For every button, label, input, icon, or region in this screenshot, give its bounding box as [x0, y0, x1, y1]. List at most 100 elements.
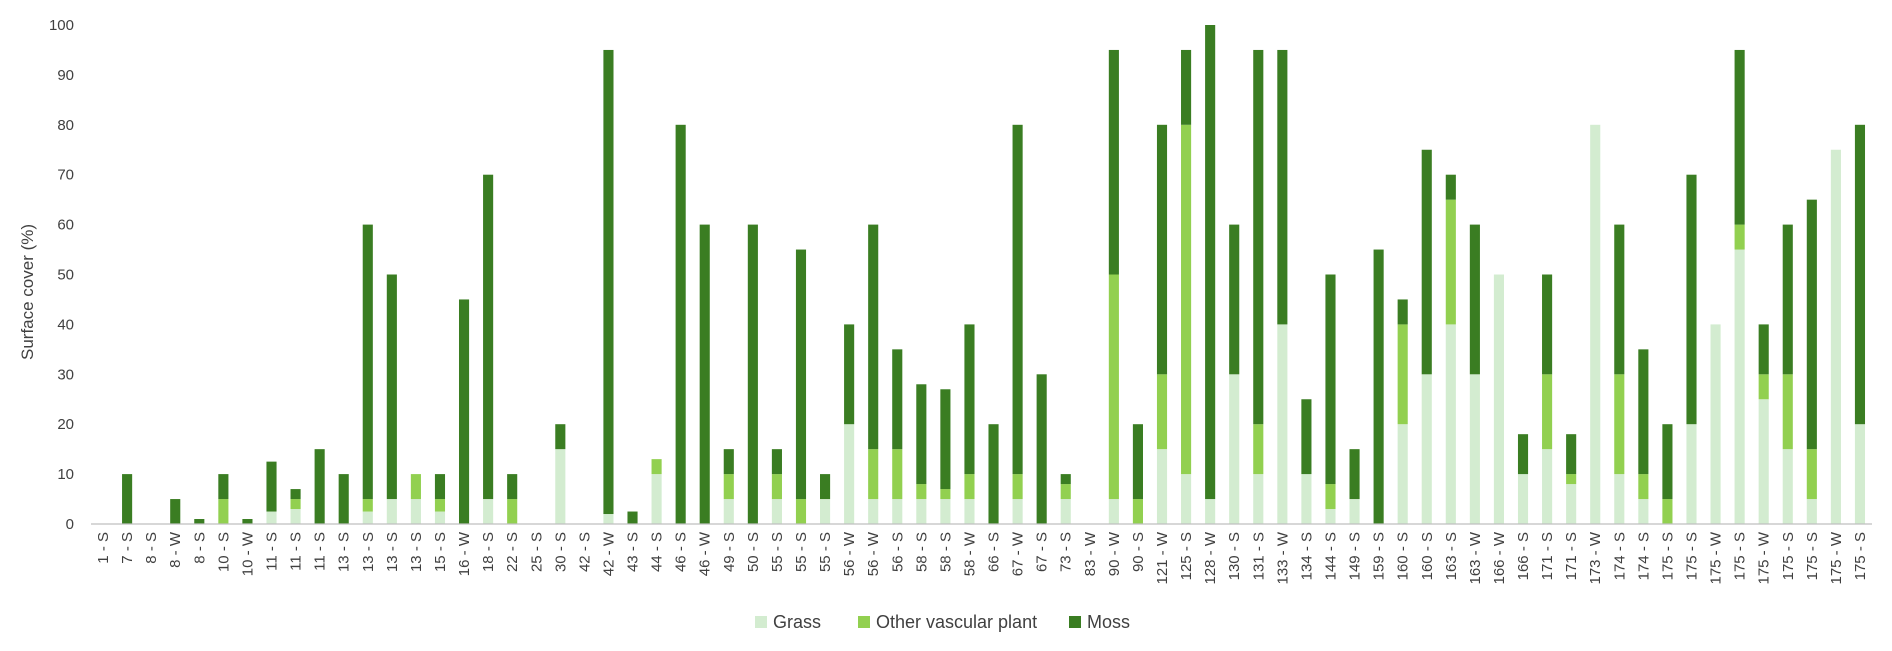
bar-other-vascular-plant — [1397, 324, 1408, 425]
x-tick-label: 121 - W — [1154, 531, 1171, 584]
bar-grass — [386, 499, 397, 524]
bar-other-vascular-plant — [868, 449, 879, 500]
x-tick-label: 7 - S — [119, 532, 136, 564]
bar-other-vascular-plant — [795, 499, 807, 524]
bar-other-vascular-plant — [1156, 374, 1168, 450]
y-tick-label: 100 — [49, 17, 74, 34]
bar-grass — [266, 511, 277, 524]
legend: Grass Other vascular plant Moss — [755, 612, 1130, 632]
x-tick-label: 175 - S — [1659, 532, 1676, 580]
bar-moss — [338, 474, 349, 524]
bar-moss — [627, 511, 638, 524]
x-tick-label: 83 - W — [1082, 531, 1099, 576]
x-tick-label: 173 - W — [1587, 531, 1604, 584]
x-tick-label: 8 - S — [143, 532, 160, 564]
bar-other-vascular-plant — [1734, 224, 1745, 250]
bar-other-vascular-plant — [1566, 474, 1577, 485]
bar-grass — [1060, 499, 1071, 524]
x-tick-label: 175 - S — [1852, 532, 1869, 580]
bar-grass — [940, 499, 951, 524]
bar-grass — [1638, 499, 1649, 524]
bar-other-vascular-plant — [290, 499, 301, 510]
bar-grass — [1542, 449, 1553, 524]
bar-grass — [1349, 499, 1360, 524]
x-tick-label: 166 - W — [1491, 531, 1508, 584]
legend-label: Grass — [773, 612, 821, 632]
x-tick-label: 18 - S — [480, 532, 497, 572]
bar-moss — [1373, 249, 1384, 525]
bar-grass — [1758, 399, 1769, 524]
bar-grass — [1854, 424, 1866, 524]
bar-moss — [218, 474, 229, 500]
bar-moss — [555, 424, 566, 450]
x-tick-label: 130 - S — [1226, 532, 1243, 580]
y-tick-label: 0 — [66, 516, 74, 533]
x-tick-label: 43 - S — [625, 532, 642, 572]
bar-other-vascular-plant — [1325, 484, 1336, 510]
x-tick-label: 171 - S — [1539, 532, 1556, 580]
bar-other-vascular-plant — [771, 474, 782, 500]
x-tick-label: 73 - S — [1058, 532, 1075, 572]
bar-grass — [820, 499, 831, 524]
bar-moss — [1277, 49, 1288, 325]
x-tick-label: 90 - W — [1106, 531, 1123, 576]
x-tick-label: 90 - S — [1130, 532, 1147, 572]
x-tick-label: 166 - S — [1515, 532, 1532, 580]
x-tick-label: 163 - S — [1443, 532, 1460, 580]
bar-moss — [314, 449, 325, 524]
bar-moss — [1638, 349, 1649, 475]
x-tick-label: 42 - W — [600, 531, 617, 576]
x-tick-label: 46 - S — [673, 532, 690, 572]
bar-grass — [1205, 499, 1216, 524]
bar-moss — [868, 224, 879, 450]
x-tick-label: 174 - S — [1635, 532, 1652, 580]
x-tick-label: 55 - S — [793, 532, 810, 572]
bar-moss — [1566, 434, 1577, 475]
x-tick-label: 125 - S — [1178, 532, 1195, 580]
x-tick-label: 58 - S — [937, 532, 954, 572]
bar-grass — [1397, 424, 1408, 524]
bar-moss — [988, 424, 999, 524]
x-tick-label: 175 - S — [1732, 532, 1749, 580]
bar-moss — [1181, 49, 1192, 125]
x-tick-label: 25 - S — [528, 532, 545, 572]
bar-moss — [1614, 224, 1625, 375]
bar-grass — [1012, 499, 1023, 524]
bar-moss — [1349, 449, 1360, 500]
bar-grass — [1156, 449, 1168, 524]
bar-grass — [651, 474, 662, 524]
x-tick-label: 16 - W — [456, 531, 473, 576]
bar-moss — [1686, 174, 1697, 425]
bar-moss — [194, 519, 205, 524]
x-tick-label: 175 - S — [1683, 532, 1700, 580]
y-axis: 0 10 20 30 40 50 60 70 80 90 100 — [49, 17, 74, 533]
legend-swatch — [858, 616, 870, 628]
bar-moss — [1253, 49, 1264, 425]
bar-moss — [1132, 424, 1143, 500]
bar-moss — [1156, 124, 1168, 375]
bar-other-vascular-plant — [1445, 199, 1456, 325]
legend-swatch — [1069, 616, 1081, 628]
x-tick-label: 30 - S — [552, 532, 569, 572]
bar-moss — [1734, 49, 1745, 225]
x-tick-label: 11 - S — [312, 532, 329, 571]
bar-moss — [723, 449, 734, 475]
bar-grass — [483, 499, 494, 524]
bar-grass — [1686, 424, 1697, 524]
bar-moss — [1108, 49, 1119, 275]
bar-moss — [290, 489, 301, 500]
bar-other-vascular-plant — [507, 499, 518, 524]
bar-other-vascular-plant — [940, 489, 951, 500]
legend-label: Moss — [1087, 612, 1130, 632]
x-tick-label: 50 - S — [745, 532, 762, 572]
x-tick-label: 134 - S — [1298, 532, 1315, 580]
x-tick-label: 66 - S — [986, 532, 1003, 572]
x-tick-label: 128 - W — [1202, 531, 1219, 584]
bar-grass — [1734, 249, 1745, 525]
x-tick-label: 13 - S — [336, 532, 353, 572]
bar-moss — [1205, 25, 1216, 500]
bar-moss — [1854, 124, 1866, 425]
x-tick-label: 13 - S — [408, 532, 425, 572]
x-tick-label: 13 - S — [360, 532, 377, 572]
